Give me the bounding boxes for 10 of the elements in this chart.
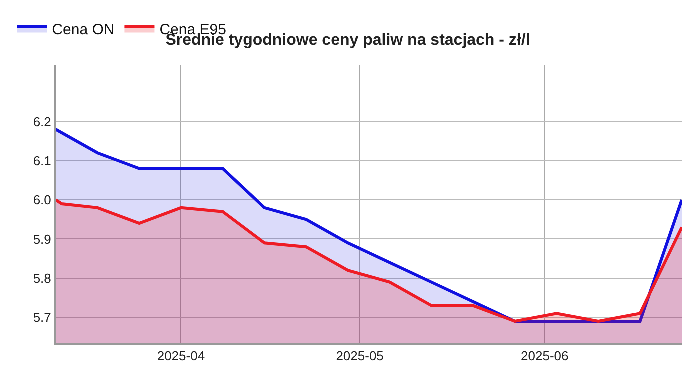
y-tick-label: 6.1: [33, 153, 52, 168]
y-tick-label: 5.8: [33, 270, 52, 286]
x-tick-label: 2025-05: [336, 348, 384, 364]
x-tick-label: 2025-04: [157, 348, 206, 364]
legend-label: Cena ON: [52, 22, 115, 39]
y-tick-label: 5.7: [33, 310, 52, 326]
y-tick-label: 6.2: [33, 114, 52, 130]
y-tick-label: 5.9: [33, 232, 52, 247]
y-tick-label: 6.0: [33, 192, 52, 208]
x-tick-label: 2025-06: [521, 348, 569, 364]
